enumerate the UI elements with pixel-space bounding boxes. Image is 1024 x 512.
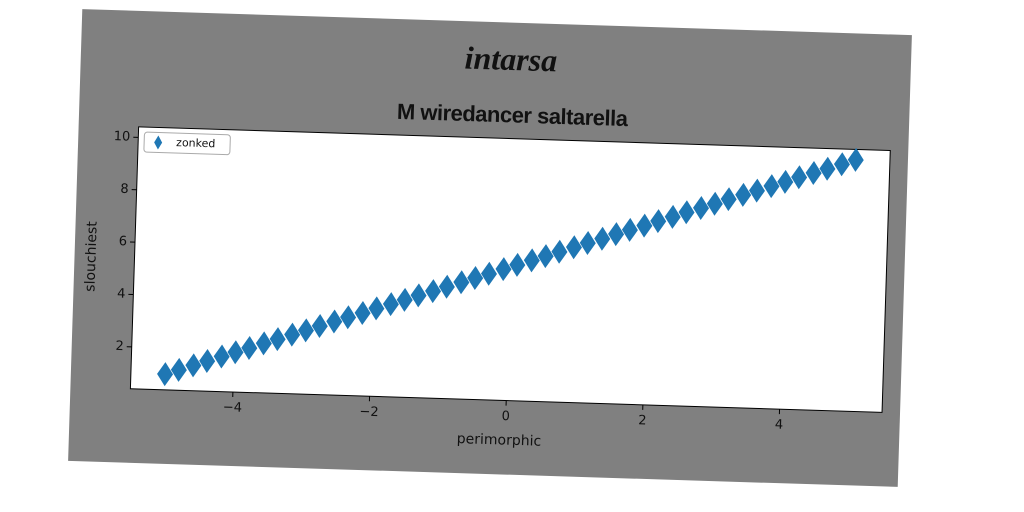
marker (819, 156, 836, 181)
marker (537, 244, 554, 269)
marker (453, 270, 470, 295)
marker (664, 204, 681, 229)
x-tick-label: 2 (638, 413, 647, 428)
y-tick-label: 4 (117, 286, 126, 301)
marker (284, 322, 301, 347)
x-tick-label: 4 (775, 418, 784, 433)
figure: intarsa M wiredancer saltarella perimorp… (68, 9, 912, 487)
legend-box (143, 131, 231, 156)
marker (467, 265, 484, 290)
marker (368, 296, 385, 321)
marker (636, 213, 653, 238)
marker (185, 353, 202, 378)
y-tick-label: 8 (120, 182, 129, 197)
marker (354, 300, 371, 325)
y-tick-label: 6 (119, 234, 128, 249)
marker (594, 226, 611, 251)
marker (706, 191, 723, 216)
marker (608, 222, 625, 247)
legend-marker (154, 135, 163, 150)
marker (199, 349, 216, 374)
marker (297, 318, 314, 343)
marker (481, 261, 497, 286)
marker (382, 292, 399, 317)
x-tick-label: 0 (501, 409, 510, 424)
marker (425, 279, 442, 304)
marker (396, 287, 413, 312)
marker (748, 178, 765, 203)
marker (523, 248, 540, 273)
y-tick-label: 10 (114, 129, 131, 145)
marker (157, 362, 174, 387)
marker (227, 340, 244, 365)
marker (438, 274, 455, 299)
marker (650, 209, 667, 234)
marker (326, 309, 343, 334)
marker (340, 305, 357, 330)
marker (213, 344, 230, 369)
marker (565, 235, 582, 260)
marker (791, 165, 808, 190)
marker (255, 331, 272, 356)
marker (579, 230, 596, 255)
marker (410, 283, 427, 308)
marker (509, 252, 526, 277)
legend-label: zonked (176, 136, 216, 150)
y-axis-label: slouchiest (82, 221, 100, 292)
x-tick-label: −4 (223, 400, 243, 416)
x-axis-label: perimorphic (457, 431, 542, 450)
marker (777, 169, 794, 194)
marker (833, 152, 850, 177)
marker (847, 147, 864, 172)
chart-title: intarsa (464, 39, 558, 78)
marker (170, 357, 187, 382)
marker (551, 239, 568, 264)
marker (269, 327, 286, 352)
marker (720, 187, 737, 212)
marker (805, 161, 822, 186)
marker (495, 257, 512, 282)
marker (621, 217, 638, 242)
marker (678, 200, 695, 225)
marker (311, 314, 328, 339)
y-tick-label: 2 (115, 339, 124, 354)
marker (735, 182, 752, 207)
x-tick-label: −2 (359, 404, 379, 420)
marker (763, 174, 780, 199)
marker (241, 335, 258, 360)
marker (693, 196, 710, 221)
